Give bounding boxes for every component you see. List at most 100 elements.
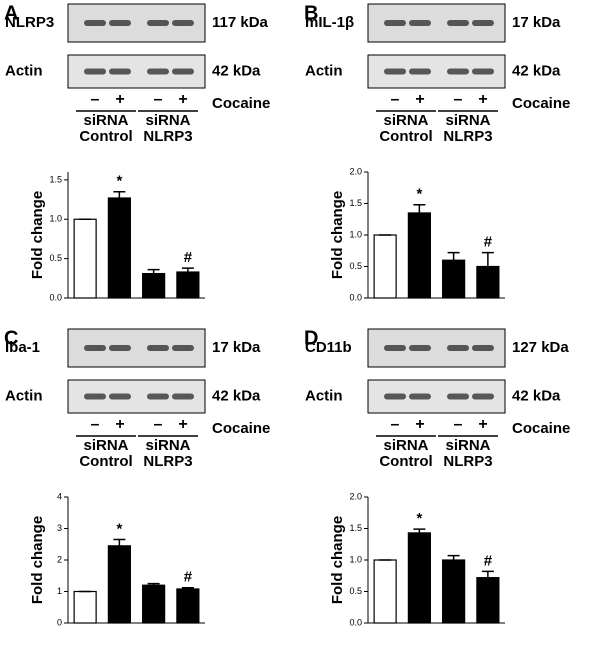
panel-letter: D [304,327,318,349]
blot-band [472,393,494,400]
y-axis-label: Fold change [329,191,346,279]
lane-sign: – [91,416,100,433]
blot-kda: 42 kDa [512,387,561,404]
y-tick-label: 1.5 [49,174,62,184]
error-bar [113,190,126,198]
panel-letter: C [4,327,18,349]
lane-sign: + [115,91,124,108]
blot-band [472,20,494,26]
blot-band [447,345,469,351]
treatment: Cocaine [212,95,270,112]
lane-sign: – [154,416,163,433]
blot-band [384,345,406,351]
y-tick-label: 1 [57,586,62,596]
lane-sign: – [154,91,163,108]
bar [407,212,431,299]
bar [73,590,97,624]
significance-marker: # [484,234,493,251]
bar [176,271,200,299]
blot-band [384,20,406,26]
group-label: Control [79,453,132,470]
lane-sign: + [178,91,187,108]
blot-band [384,393,406,400]
blot-band [147,393,169,400]
blot-label: CD11b [305,339,352,356]
error-bar [147,268,160,274]
bar [107,197,131,299]
blot-label: Actin [5,387,43,404]
significance-marker: # [184,569,193,586]
blot-band [172,20,194,26]
blot-band [409,393,431,400]
y-tick-label: 2.0 [349,491,362,501]
group-label: siRNA [383,112,428,129]
bar [442,559,466,624]
error-bar [481,570,494,578]
blot-label: Actin [305,62,343,79]
blot-band [84,20,106,26]
significance-marker: * [416,186,422,203]
lane-sign: + [478,91,487,108]
blot-band [172,345,194,351]
lane-sign: – [391,416,400,433]
blot-band [109,68,131,75]
lane-sign: – [91,91,100,108]
blot-band [84,393,106,400]
error-bar [147,582,160,586]
blot-band [447,20,469,26]
bar [407,532,431,624]
blot-kda: 117 kDa [212,14,269,31]
bar [373,234,397,299]
y-tick-label: 0 [57,617,62,627]
error-bar [181,586,194,589]
group-label: Control [379,453,432,470]
blot-band [147,20,169,26]
error-bar [447,554,460,560]
bar [476,577,500,624]
bar [176,588,200,624]
error-bar [481,251,494,267]
blot-band [472,68,494,75]
blot-kda: 42 kDa [512,62,561,79]
lane-sign: + [115,416,124,433]
blot-band [84,68,106,75]
blot-band [447,68,469,75]
error-bar [413,528,426,533]
y-tick-label: 0.0 [49,292,62,302]
bar [373,559,397,624]
bar [142,272,166,299]
group-label: siRNA [83,437,128,454]
blot-label: mIL-1β [305,14,354,31]
lane-sign: + [415,416,424,433]
y-tick-label: 0.0 [349,617,362,627]
lane-sign: – [391,91,400,108]
lane-sign: – [454,91,463,108]
blot-band [384,68,406,75]
group-label: siRNA [445,112,490,129]
y-axis-label: Fold change [329,516,346,604]
lane-sign: + [478,416,487,433]
group-label: Control [79,128,132,145]
group-label: NLRP3 [443,453,492,470]
blot-band [409,68,431,75]
blot-label: Actin [5,62,43,79]
y-tick-label: 0.5 [349,586,362,596]
y-tick-label: 4 [57,491,62,501]
y-axis-label: Fold change [29,191,46,279]
significance-marker: * [116,173,122,190]
y-tick-label: 1.0 [349,554,362,564]
y-tick-label: 1.0 [49,214,62,224]
group-label: siRNA [445,437,490,454]
bar [142,584,166,624]
group-label: NLRP3 [143,453,192,470]
treatment: Cocaine [212,420,270,437]
panel-letter: A [4,2,18,24]
blot-band [109,20,131,26]
blot-kda: 42 kDa [212,387,261,404]
error-bar [413,204,426,213]
blot-kda: 17 kDa [512,14,561,31]
blot-band [84,345,106,351]
lane-sign: + [415,91,424,108]
